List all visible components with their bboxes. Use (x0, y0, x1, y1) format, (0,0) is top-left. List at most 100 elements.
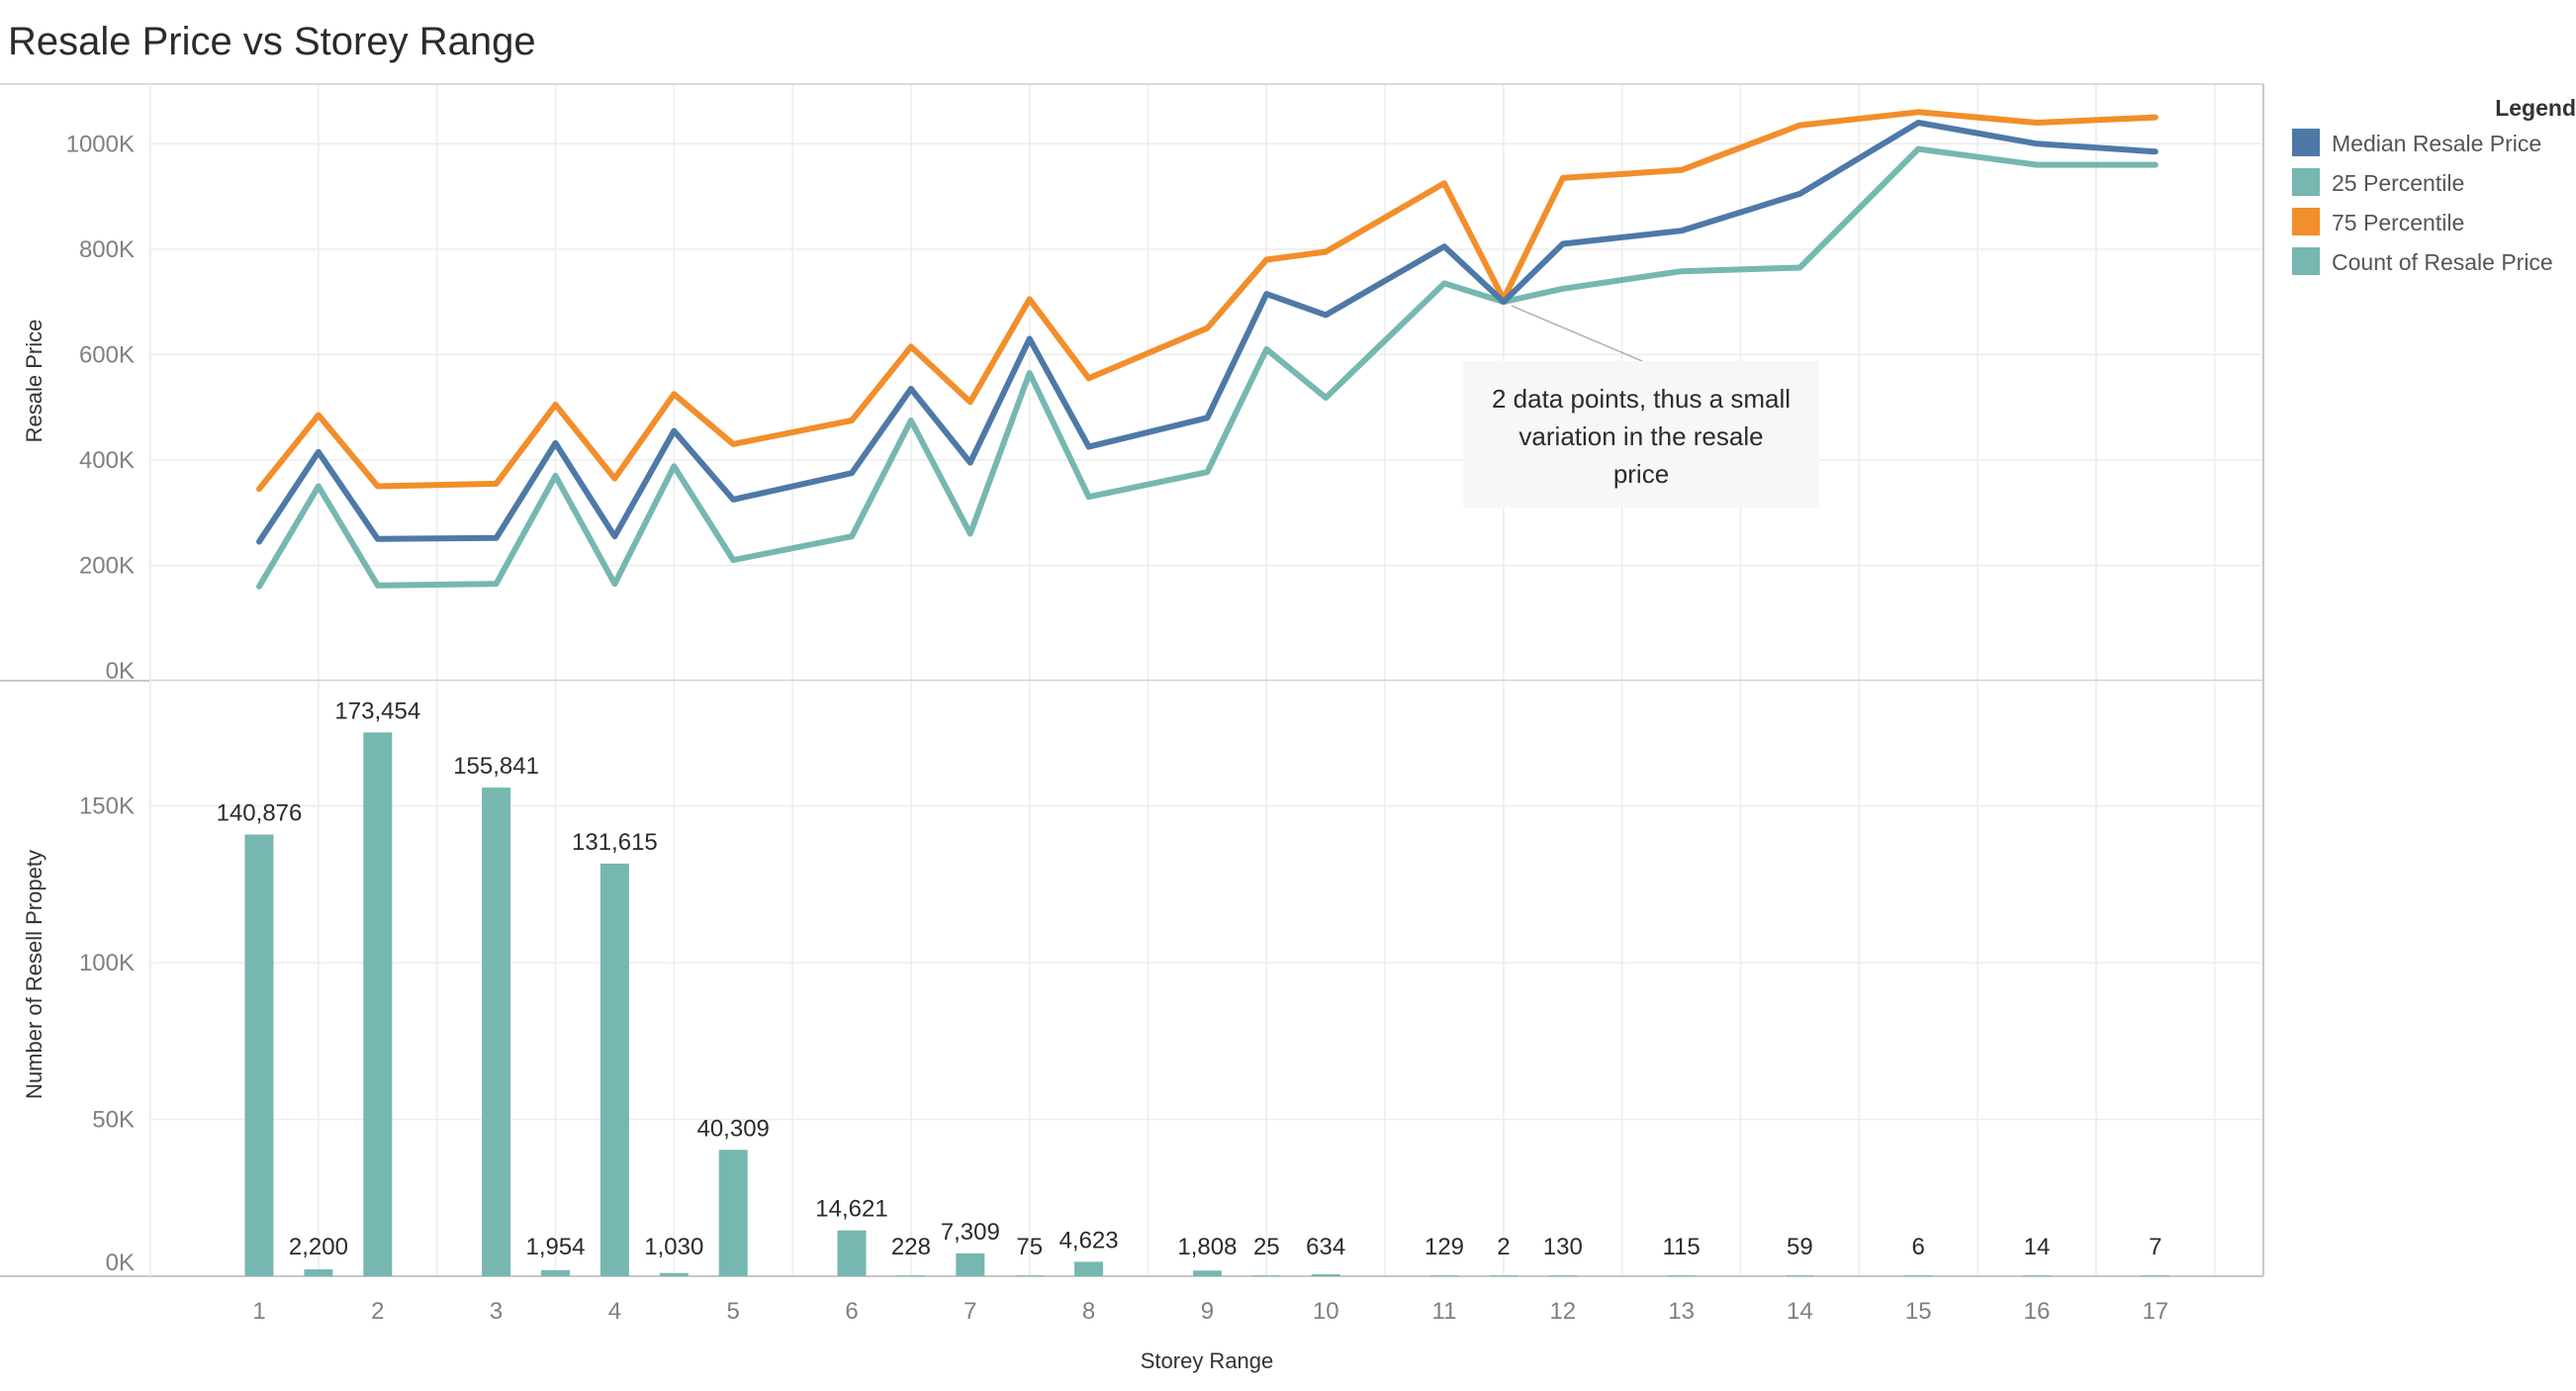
data-point-25-percentile (257, 585, 261, 589)
data-point-75-percentile (1028, 297, 1032, 301)
data-point-25-percentile (2035, 163, 2039, 167)
bar (1015, 1275, 1045, 1276)
bar-value-label: 25 (1253, 1234, 1280, 1260)
bar-value-label: 7,309 (941, 1219, 1000, 1246)
bar (896, 1275, 926, 1276)
bar (541, 1269, 570, 1276)
data-point-median-resale-price (1264, 292, 1268, 296)
data-point-median-resale-price (495, 536, 499, 540)
x-tick-label: 16 (2024, 1298, 2051, 1325)
x-tick-label: 4 (608, 1298, 621, 1325)
data-point-25-percentile (1916, 147, 1920, 151)
data-point-25-percentile (968, 531, 972, 535)
x-tick-label: 2 (371, 1298, 384, 1325)
legend-title: Legend (2495, 95, 2576, 121)
data-point-75-percentile (612, 477, 616, 481)
data-point-75-percentile (1205, 326, 1209, 330)
data-point-75-percentile (495, 482, 499, 486)
annotation-text: price (1613, 459, 1669, 489)
data-point-25-percentile (1205, 470, 1209, 474)
bar-value-label: 131,615 (572, 829, 658, 856)
bar-value-label: 634 (1306, 1234, 1345, 1260)
x-tick-label: 14 (1787, 1298, 1813, 1325)
y-tick-label: 0K (106, 1250, 135, 1276)
data-point-75-percentile (554, 403, 557, 407)
bar-value-label: 140,876 (217, 800, 303, 827)
data-point-75-percentile (1561, 176, 1565, 180)
data-point-75-percentile (1324, 249, 1328, 253)
bar-value-label: 7 (2149, 1234, 2162, 1260)
bar-value-label: 4,623 (1059, 1227, 1119, 1253)
data-point-median-resale-price (612, 534, 616, 538)
bar (1489, 1275, 1518, 1276)
x-tick-label: 17 (2142, 1298, 2168, 1325)
x-tick-label: 6 (845, 1298, 858, 1325)
x-tick-label: 11 (1432, 1298, 1457, 1325)
bar (1074, 1261, 1104, 1276)
bar (659, 1272, 689, 1276)
series-line-25-percentile (256, 145, 2159, 590)
data-point-75-percentile (1087, 376, 1091, 380)
x-tick-label: 12 (1549, 1298, 1576, 1325)
bar-value-label: 1,030 (644, 1234, 703, 1260)
data-point-median-resale-price (1797, 192, 1801, 196)
data-point-25-percentile (612, 582, 616, 586)
data-point-25-percentile (1264, 347, 1268, 351)
data-point-25-percentile (1324, 396, 1328, 400)
data-point-25-percentile (554, 474, 557, 478)
bar (363, 732, 393, 1276)
data-point-median-resale-price (1916, 121, 1920, 125)
data-point-25-percentile (317, 485, 321, 489)
bar-value-label: 129 (1425, 1234, 1464, 1260)
data-point-median-resale-price (731, 498, 735, 502)
legend: Legend Median Resale Price 25 Percentile 7… (2292, 95, 2576, 275)
data-point-75-percentile (1797, 124, 1801, 128)
series-line-75-percentile (256, 109, 2159, 493)
price-y-axis-title: Resale Price (22, 320, 46, 443)
bar-value-label: 2,200 (289, 1234, 348, 1260)
bar-value-label: 14 (2024, 1234, 2051, 1260)
data-point-median-resale-price (2035, 141, 2039, 145)
x-tick-label: 5 (727, 1298, 740, 1325)
data-point-75-percentile (731, 442, 735, 446)
data-point-25-percentile (850, 534, 854, 538)
legend-label: Count of Resale Price (2332, 249, 2553, 275)
x-tick-label: 13 (1668, 1298, 1695, 1325)
data-point-median-resale-price (1087, 445, 1091, 449)
count-panel: 0K 50K 100K 150K 140,876 2,200 173,454 155,841 1… (0, 84, 2264, 1277)
data-point-median-resale-price (672, 429, 676, 433)
data-point-25-percentile (1442, 281, 1446, 285)
x-axis-title: Storey Range (1141, 1348, 1274, 1373)
data-point-75-percentile (909, 344, 913, 348)
data-point-75-percentile (1680, 168, 1684, 172)
plot-area (150, 84, 2263, 681)
data-point-median-resale-price (909, 387, 913, 391)
data-point-75-percentile (1442, 181, 1446, 185)
y-tick-label: 50K (92, 1107, 135, 1134)
bar (1785, 1275, 1814, 1276)
data-point-75-percentile (672, 392, 676, 396)
y-tick-label: 200K (79, 552, 135, 579)
bar-value-label: 228 (891, 1234, 931, 1260)
data-point-75-percentile (850, 418, 854, 422)
data-point-median-resale-price (317, 450, 321, 454)
bar (718, 1150, 748, 1276)
chart-title: Resale Price vs Storey Range (8, 20, 536, 63)
x-tick-label: 3 (490, 1298, 503, 1325)
x-tick-label: 7 (964, 1298, 976, 1325)
data-point-median-resale-price (1502, 300, 1506, 304)
y-tick-label: 800K (79, 236, 135, 263)
data-point-25-percentile (2154, 163, 2158, 167)
bar (599, 863, 629, 1276)
bar (2141, 1275, 2170, 1276)
legend-swatch (2292, 129, 2320, 156)
x-tick-label: 9 (1201, 1298, 1214, 1325)
data-point-25-percentile (1028, 371, 1032, 375)
data-point-75-percentile (1264, 257, 1268, 261)
data-point-median-resale-price (1442, 244, 1446, 248)
data-point-median-resale-price (554, 441, 557, 445)
annotation-text: 2 data points, thus a small (1492, 384, 1791, 414)
series-line-median-resale-price (256, 120, 2159, 545)
data-point-75-percentile (1916, 110, 1920, 114)
legend-swatch (2292, 168, 2320, 196)
